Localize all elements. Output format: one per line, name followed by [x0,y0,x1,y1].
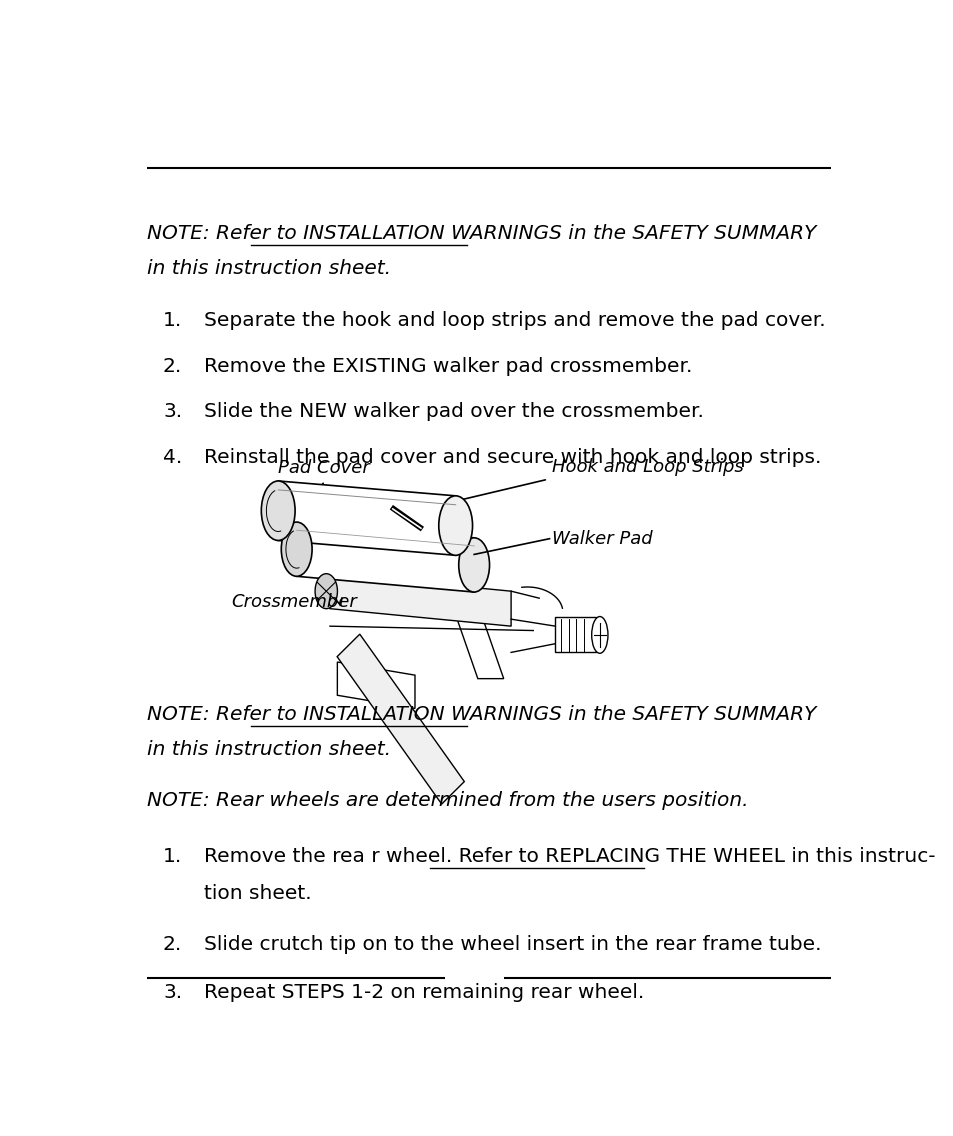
Text: in this instruction sheet.: in this instruction sheet. [147,740,391,759]
Text: Reinstall the pad cover and secure with hook and loop strips.: Reinstall the pad cover and secure with … [204,448,821,467]
Text: 1.: 1. [163,311,182,331]
Text: Pad Cover: Pad Cover [278,459,370,477]
Text: NOTE: Rear wheels are determined from the users position.: NOTE: Rear wheels are determined from th… [147,791,748,810]
Polygon shape [336,634,464,804]
Polygon shape [330,574,511,626]
Text: 2.: 2. [163,357,182,376]
Text: Slide the NEW walker pad over the crossmember.: Slide the NEW walker pad over the crossm… [204,402,703,421]
Polygon shape [337,662,415,709]
Text: Walker Pad: Walker Pad [551,529,652,548]
Ellipse shape [458,537,489,592]
Text: Separate the hook and loop strips and remove the pad cover.: Separate the hook and loop strips and re… [204,311,825,331]
Text: tion sheet.: tion sheet. [204,884,312,903]
Text: Hook and Loop Strips: Hook and Loop Strips [551,458,742,476]
Ellipse shape [281,523,312,576]
Ellipse shape [261,481,294,541]
Text: in this instruction sheet.: in this instruction sheet. [147,259,391,278]
Polygon shape [555,617,596,652]
Text: Remove the rea r wheel. Refer to REPLACING THE WHEEL in this instruc-: Remove the rea r wheel. Refer to REPLACI… [204,847,935,867]
Polygon shape [278,481,456,556]
Polygon shape [452,604,503,678]
Ellipse shape [314,574,337,609]
Text: 2.: 2. [163,935,182,954]
Text: NOTE: Refer to INSTALLATION WARNINGS in the SAFETY SUMMARY: NOTE: Refer to INSTALLATION WARNINGS in … [147,224,816,243]
Text: 1.: 1. [163,847,182,867]
Text: 3.: 3. [163,983,182,1002]
Text: 3.: 3. [163,402,182,421]
Ellipse shape [591,617,607,653]
Ellipse shape [438,495,472,556]
Text: 4.: 4. [163,448,182,467]
Text: Slide crutch tip on to the wheel insert in the rear frame tube.: Slide crutch tip on to the wheel insert … [204,935,821,954]
Text: NOTE: Refer to INSTALLATION WARNINGS in the SAFETY SUMMARY: NOTE: Refer to INSTALLATION WARNINGS in … [147,704,816,724]
Text: Repeat STEPS 1-2 on remaining rear wheel.: Repeat STEPS 1-2 on remaining rear wheel… [204,983,644,1002]
Polygon shape [296,523,474,592]
Text: Remove the EXISTING walker pad crossmember.: Remove the EXISTING walker pad crossmemb… [204,357,692,376]
Text: Crossmember: Crossmember [232,593,357,611]
